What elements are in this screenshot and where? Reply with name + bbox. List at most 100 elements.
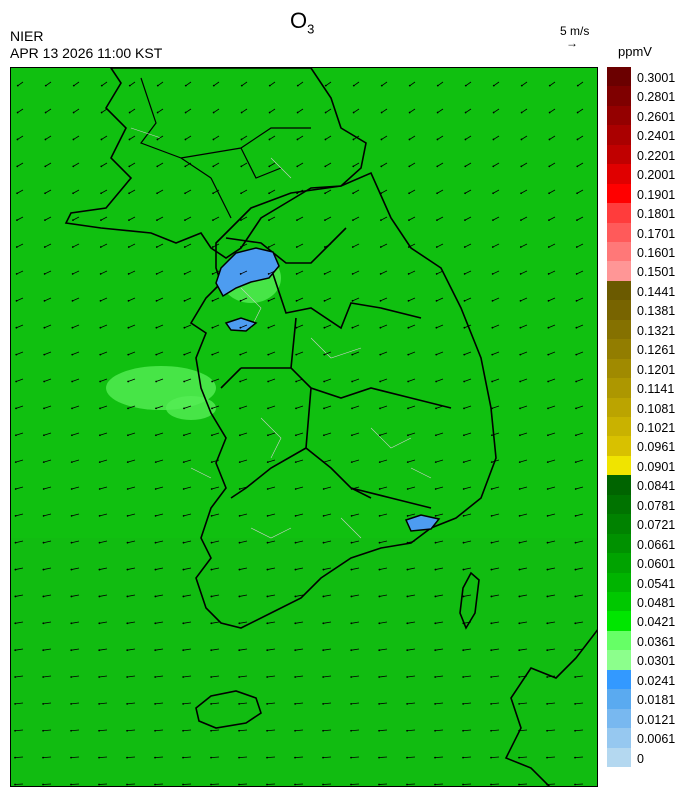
wind-arrow-head	[154, 702, 157, 705]
wind-arrow	[15, 621, 24, 624]
wind-arrow-head	[574, 729, 576, 732]
wind-arrow	[295, 513, 304, 517]
wind-arrow	[463, 405, 472, 409]
wind-arrow-head	[518, 649, 521, 652]
wind-arrow	[239, 756, 248, 759]
colorbar-segment	[607, 669, 631, 690]
wind-arrow-head	[70, 514, 73, 517]
wind-arrow	[44, 351, 52, 355]
wind-arrow-head	[520, 84, 523, 87]
wind-arrow	[17, 81, 24, 86]
wind-arrow	[268, 243, 276, 248]
wind-arrow	[492, 297, 500, 302]
wind-arrow-head	[127, 326, 130, 329]
wind-arrow-head	[519, 353, 522, 356]
wind-arrow	[211, 702, 220, 705]
wind-arrow-head	[14, 461, 17, 463]
wind-arrow	[99, 432, 108, 436]
wind-arrow	[519, 621, 528, 624]
wind-arrow	[240, 324, 248, 329]
wind-arrow-head	[98, 568, 101, 571]
wind-arrow-head	[406, 488, 409, 490]
wind-arrow	[71, 594, 80, 597]
wind-arrow	[211, 486, 220, 490]
wind-arrow-head	[15, 246, 18, 248]
wind-arrow	[297, 108, 304, 113]
wind-arrow-head	[406, 568, 409, 571]
wind-arrow	[379, 432, 388, 436]
wind-arrow-head	[323, 273, 326, 275]
wind-arrow-head	[126, 649, 129, 652]
wind-arrow	[491, 594, 500, 597]
wind-arrow-head	[16, 219, 18, 222]
wind-arrow-head	[462, 541, 465, 544]
wind-arrow-head	[548, 111, 551, 114]
wind-arrow	[465, 108, 472, 113]
wind-arrow	[351, 540, 360, 544]
wind-arrow-head	[154, 756, 156, 759]
wind-arrow-head	[434, 649, 437, 652]
wind-arrow	[407, 594, 416, 597]
wind-arrow-head	[98, 461, 101, 463]
wind-arrow-head	[323, 434, 325, 437]
wind-arrow	[464, 324, 472, 329]
wind-arrow-head	[574, 488, 577, 490]
wind-arrow-head	[128, 165, 131, 168]
wind-arrow	[43, 621, 52, 624]
wind-arrow	[351, 513, 360, 517]
wind-arrow	[183, 594, 192, 597]
wind-arrow-head	[44, 192, 47, 195]
wind-arrow	[211, 459, 220, 463]
colorbar-segment	[607, 728, 631, 749]
wind-arrow	[435, 729, 444, 732]
wind-arrow	[72, 243, 80, 248]
wind-arrow-head	[267, 326, 270, 329]
wind-arrow	[575, 594, 584, 597]
wind-arrow-head	[520, 138, 523, 141]
wind-arrow-head	[266, 514, 269, 517]
wind-arrow-head	[464, 219, 466, 222]
wind-arrow-head	[434, 568, 437, 571]
wind-arrow	[101, 162, 108, 167]
colorbar-segment	[607, 572, 631, 593]
wind-arrow-head	[350, 676, 353, 678]
wind-arrow-head	[464, 84, 467, 87]
wind-arrow	[352, 351, 360, 355]
wind-arrow-head	[490, 622, 493, 625]
wind-arrow-head	[436, 219, 438, 222]
wind-arrow-head	[518, 783, 520, 786]
wind-arrow	[520, 270, 528, 275]
wind-arrow	[435, 756, 444, 759]
wind-arrow	[16, 216, 24, 221]
wind-arrow-head	[323, 299, 326, 302]
wind-arrow-head	[379, 326, 382, 329]
wind-arrow	[296, 351, 304, 355]
wind-arrow-head	[548, 192, 551, 195]
wind-arrow	[351, 486, 360, 490]
wind-arrow-head	[72, 219, 74, 222]
wind-arrow-head	[267, 273, 270, 275]
colorbar-label: 0.0481	[637, 596, 676, 610]
wind-arrow-head	[71, 407, 73, 410]
wind-arrow-head	[490, 568, 493, 571]
wind-arrow-head	[350, 488, 353, 490]
wind-arrow-head	[436, 84, 439, 87]
wind-arrow-head	[211, 246, 214, 248]
wind-arrow	[183, 405, 192, 409]
wind-arrow-head	[518, 461, 521, 463]
wind-arrow-head	[210, 702, 213, 705]
wind-arrow	[575, 648, 584, 651]
wind-arrow-head	[42, 488, 45, 490]
wind-arrow	[352, 378, 360, 382]
wind-arrow-head	[350, 756, 352, 759]
wind-arrow-head	[266, 622, 269, 625]
wind-arrow	[211, 540, 220, 544]
wind-arrow-head	[98, 649, 101, 652]
wind-arrow-head	[323, 353, 326, 356]
wind-arrow-head	[490, 541, 493, 544]
wind-arrow	[577, 108, 584, 113]
wind-arrow-head	[70, 783, 72, 786]
wind-arrow-head	[43, 246, 46, 248]
wind-arrow	[156, 324, 164, 329]
wind-arrow	[492, 243, 500, 248]
